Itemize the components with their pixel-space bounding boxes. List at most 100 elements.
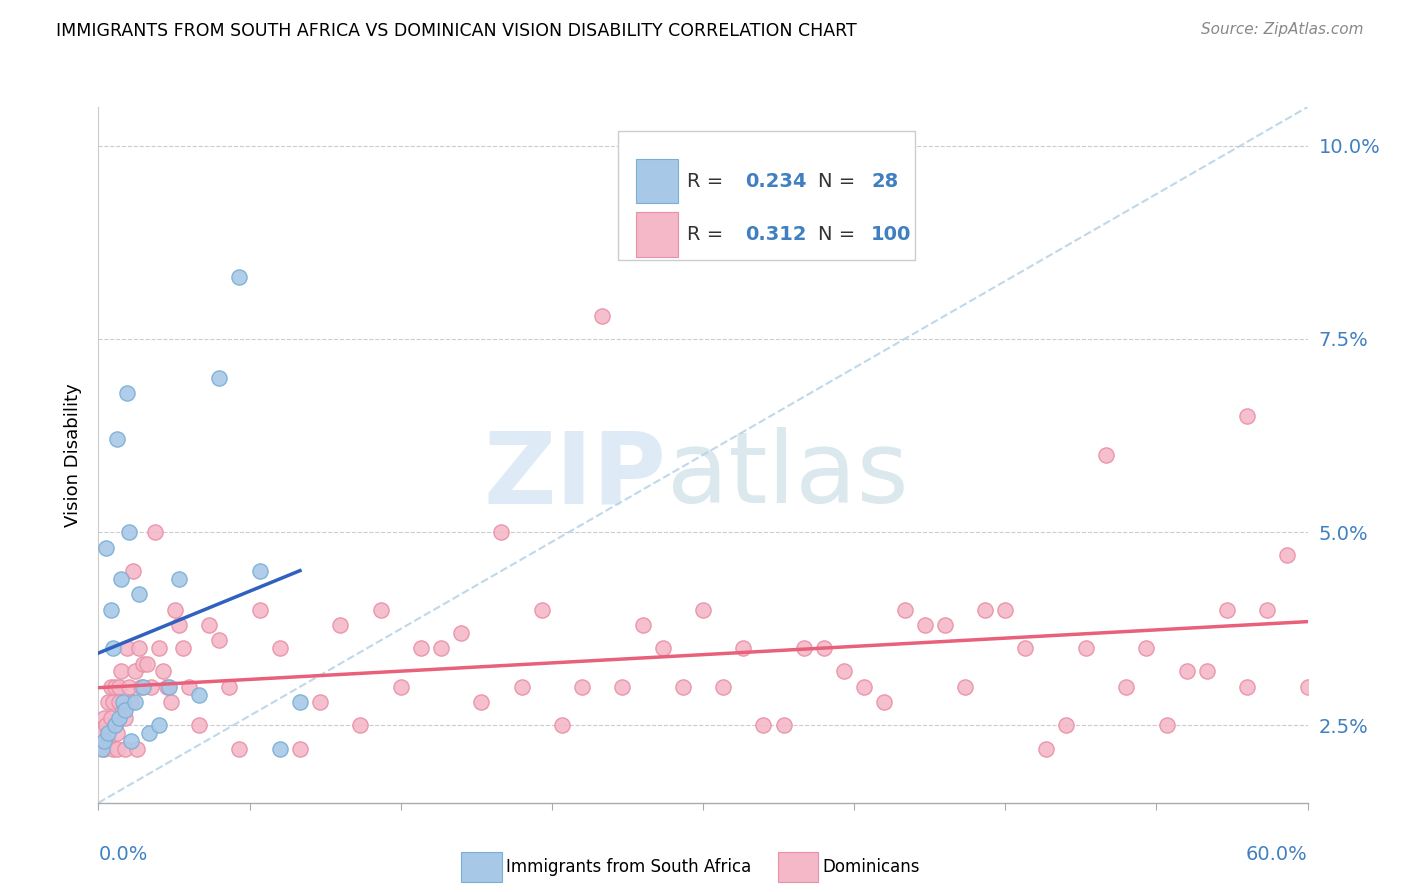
Point (160, 695, 183, 709)
Point (1095, 448, 1118, 462)
Point (974, 602, 997, 616)
Point (132, 657, 155, 671)
Text: atlas: atlas (666, 427, 908, 524)
Point (103, 718, 125, 732)
Point (510, 680, 533, 694)
Point (349, 718, 371, 732)
Point (97, 695, 120, 709)
Text: IMMIGRANTS FROM SOUTH AFRICA VS DOMINICAN VISION DISABILITY CORRELATION CHART: IMMIGRANTS FROM SOUTH AFRICA VS DOMINICA… (56, 22, 858, 40)
Point (269, 741, 291, 756)
Point (139, 680, 162, 694)
Point (107, 680, 129, 694)
Point (128, 641, 150, 656)
Point (128, 587, 150, 601)
Text: R =: R = (688, 225, 730, 244)
Point (1074, 641, 1097, 656)
Point (118, 525, 141, 540)
Point (208, 633, 231, 648)
Point (148, 718, 170, 732)
Point (409, 641, 432, 656)
Point (470, 695, 492, 709)
Point (97, 726, 120, 740)
Y-axis label: Vision Disability: Vision Disability (65, 383, 83, 527)
Point (733, 641, 755, 656)
Point (188, 688, 211, 702)
Point (1216, 602, 1239, 616)
Point (124, 695, 146, 709)
Point (107, 695, 129, 709)
Point (100, 680, 122, 694)
Point (124, 665, 146, 679)
Point (772, 718, 794, 732)
Point (103, 680, 125, 694)
FancyBboxPatch shape (619, 131, 915, 260)
Point (208, 370, 231, 384)
Text: Dominicans: Dominicans (823, 858, 920, 876)
Point (91, 726, 114, 740)
Point (96, 541, 118, 555)
Text: Source: ZipAtlas.com: Source: ZipAtlas.com (1201, 22, 1364, 37)
Point (118, 680, 141, 694)
Point (101, 641, 124, 656)
Point (101, 741, 124, 756)
Point (156, 680, 179, 694)
Point (692, 602, 714, 616)
Point (591, 309, 613, 323)
Point (612, 680, 634, 694)
Point (167, 618, 190, 632)
Point (329, 618, 352, 632)
Point (105, 726, 128, 740)
Point (1054, 718, 1077, 732)
Text: 28: 28 (872, 171, 898, 191)
Point (179, 680, 201, 694)
Point (752, 718, 775, 732)
Point (430, 641, 453, 656)
Text: 100: 100 (872, 225, 911, 244)
Text: N =: N = (818, 171, 862, 191)
Point (832, 665, 855, 679)
Text: N =: N = (818, 225, 862, 244)
Point (115, 386, 138, 401)
Point (953, 680, 976, 694)
Point (167, 572, 190, 586)
Point (249, 564, 271, 578)
Point (1035, 741, 1057, 756)
Point (188, 718, 211, 732)
Point (1296, 680, 1319, 694)
Point (163, 602, 186, 616)
Point (1277, 549, 1299, 563)
Point (914, 618, 936, 632)
Point (198, 618, 221, 632)
Point (105, 741, 128, 756)
Text: R =: R = (688, 171, 730, 191)
Point (530, 602, 553, 616)
Point (129, 680, 152, 694)
Point (288, 695, 311, 709)
Point (103, 718, 125, 732)
Text: 0.234: 0.234 (745, 171, 807, 191)
Point (309, 695, 332, 709)
Point (96, 718, 118, 732)
Point (571, 680, 593, 694)
Point (121, 564, 143, 578)
Point (813, 641, 835, 656)
FancyBboxPatch shape (637, 212, 678, 257)
Text: Immigrants from South Africa: Immigrants from South Africa (506, 858, 751, 876)
Point (228, 741, 250, 756)
Point (91, 741, 114, 756)
Point (152, 665, 174, 679)
Point (218, 680, 240, 694)
Point (105, 433, 128, 447)
Point (125, 741, 148, 756)
Point (101, 695, 124, 709)
Point (269, 641, 291, 656)
Point (711, 680, 734, 694)
FancyBboxPatch shape (637, 159, 678, 203)
Point (132, 680, 155, 694)
Point (89, 734, 111, 748)
Point (107, 711, 129, 725)
Point (1236, 680, 1258, 694)
Point (631, 618, 654, 632)
Point (1175, 665, 1198, 679)
Point (100, 602, 122, 616)
